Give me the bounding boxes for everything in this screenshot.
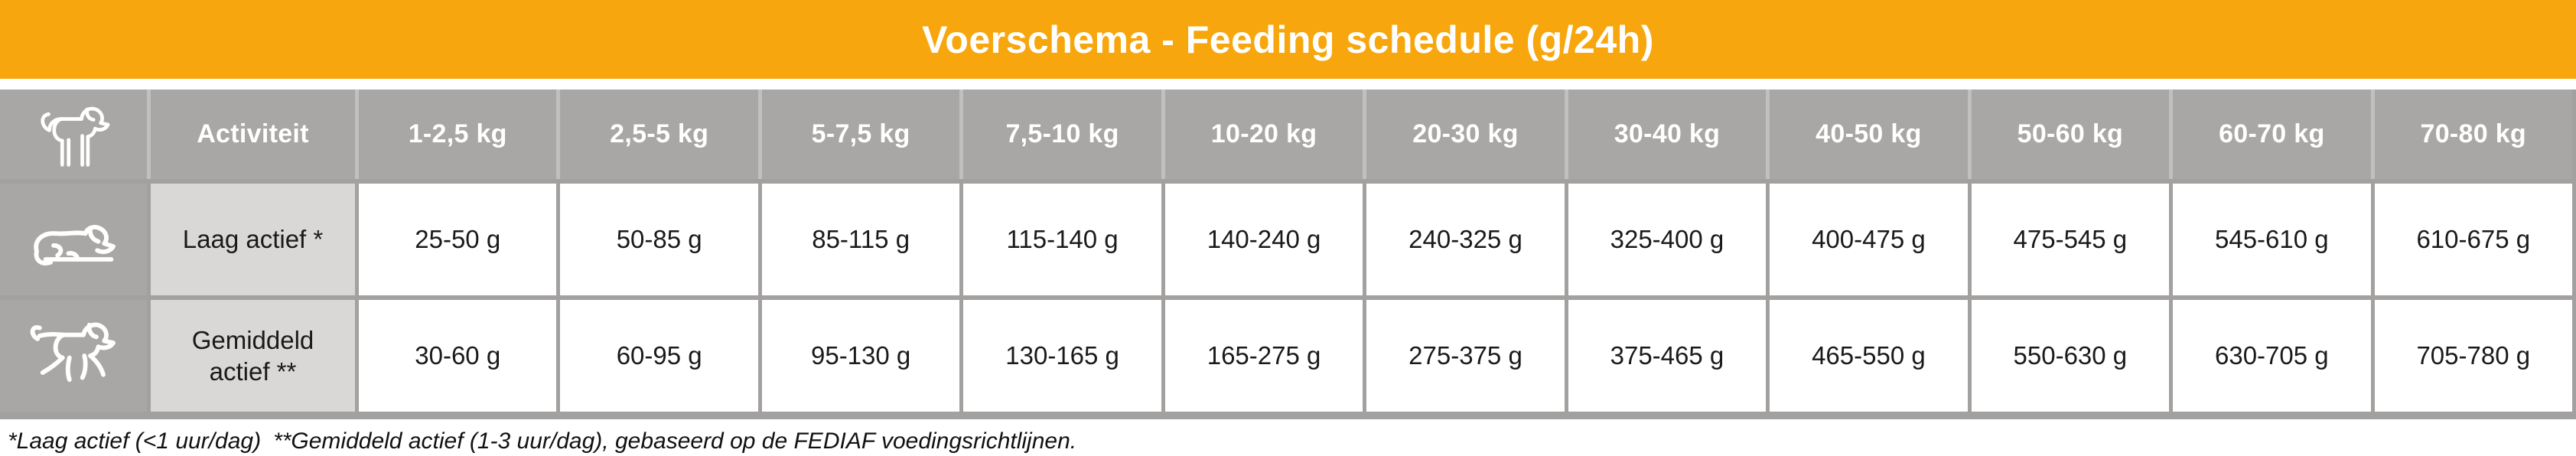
feeding-value-low-6: 240-325 g (1366, 184, 1565, 295)
table-header-row: Activiteit 1-2,5 kg 2,5-5 kg 5-7,5 kg 7,… (0, 90, 2572, 179)
table-row-low-active: Laag actief * 25-50 g 50-85 g 85-115 g 1… (0, 184, 2572, 295)
feeding-value-medium-8: 465-550 g (1770, 300, 1968, 412)
column-header-weight-1: 1-2,5 kg (359, 90, 557, 179)
table-row-medium-active: Gemiddeld actief ** 30-60 g 60-95 g 95-1… (0, 300, 2572, 412)
column-header-weight-6: 20-30 kg (1366, 90, 1565, 179)
title-bar: Voerschema - Feeding schedule (g/24h) (0, 0, 2576, 79)
column-header-weight-9: 50-60 kg (1971, 90, 2170, 179)
column-header-weight-7: 30-40 kg (1568, 90, 1767, 179)
activity-label-medium: Gemiddeld actief ** (151, 300, 355, 412)
column-header-weight-8: 40-50 kg (1770, 90, 1968, 179)
column-header-activity: Activiteit (151, 90, 355, 179)
feeding-value-medium-6: 275-375 g (1366, 300, 1565, 412)
feeding-value-low-8: 400-475 g (1770, 184, 1968, 295)
column-header-weight-2: 2,5-5 kg (560, 90, 758, 179)
page-title: Voerschema - Feeding schedule (g/24h) (922, 18, 1654, 61)
running-dog-icon (0, 300, 147, 412)
feeding-value-low-1: 25-50 g (359, 184, 557, 295)
footnote: *Laag actief (<1 uur/dag) **Gemiddeld act… (0, 419, 2576, 454)
feeding-value-medium-11: 705-780 g (2374, 300, 2572, 412)
feeding-value-low-2: 50-85 g (560, 184, 758, 295)
footnote-low-active: *Laag actief (<1 uur/dag) (8, 428, 262, 454)
column-header-weight-5: 10-20 kg (1164, 90, 1363, 179)
table-bottom-border (0, 412, 2576, 419)
feeding-value-medium-9: 550-630 g (1971, 300, 2170, 412)
standing-dog-icon (0, 90, 147, 179)
feeding-value-low-3: 85-115 g (761, 184, 960, 295)
feeding-value-medium-7: 375-465 g (1568, 300, 1767, 412)
feeding-value-low-11: 610-675 g (2374, 184, 2572, 295)
feeding-value-medium-10: 630-705 g (2173, 300, 2371, 412)
column-header-weight-11: 70-80 kg (2374, 90, 2572, 179)
column-header-weight-4: 7,5-10 kg (963, 90, 1161, 179)
feeding-value-medium-3: 95-130 g (761, 300, 960, 412)
feeding-value-medium-5: 165-275 g (1164, 300, 1363, 412)
feeding-value-medium-1: 30-60 g (359, 300, 557, 412)
lying-dog-icon (0, 184, 147, 295)
feeding-value-medium-2: 60-95 g (560, 300, 758, 412)
activity-label-low: Laag actief * (151, 184, 355, 295)
column-header-weight-3: 5-7,5 kg (761, 90, 960, 179)
feeding-value-low-5: 140-240 g (1164, 184, 1363, 295)
feeding-value-low-4: 115-140 g (963, 184, 1161, 295)
feeding-value-low-10: 545-610 g (2173, 184, 2371, 295)
column-header-weight-10: 60-70 kg (2173, 90, 2371, 179)
feeding-table: Activiteit 1-2,5 kg 2,5-5 kg 5-7,5 kg 7,… (0, 90, 2576, 412)
feeding-value-medium-4: 130-165 g (963, 300, 1161, 412)
footnote-medium-active: **Gemiddeld actief (1-3 uur/dag), gebase… (273, 428, 1077, 454)
feeding-value-low-7: 325-400 g (1568, 184, 1767, 295)
feeding-value-low-9: 475-545 g (1971, 184, 2170, 295)
